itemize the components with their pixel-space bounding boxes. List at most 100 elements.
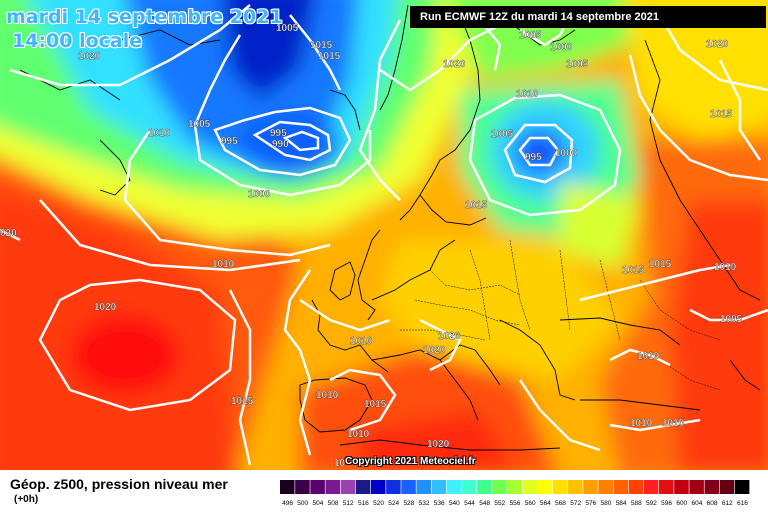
isobar-label: 1015 bbox=[318, 51, 341, 62]
color-scale-bar: 496 500 504 508 512 516 520 524 528 532 536 540 544 5… bbox=[280, 480, 750, 507]
color-scale-swatch bbox=[401, 480, 416, 494]
color-scale-label: 616 bbox=[737, 500, 748, 507]
isobar-label: 1005 bbox=[491, 129, 514, 140]
isobar-label: 1015 bbox=[710, 109, 733, 120]
color-scale-label: 540 bbox=[449, 500, 460, 507]
isobar-labels: 1005 1015 1015 1020 1005 1000 1020 1005 … bbox=[0, 23, 743, 469]
geopotential-field bbox=[0, 0, 768, 470]
color-scale-label: 508 bbox=[328, 500, 339, 507]
color-scale-swatch bbox=[295, 480, 310, 494]
isobar-label: 1010 bbox=[350, 336, 373, 347]
geopotential-map: 1005 1015 1015 1020 1005 1000 1020 1005 … bbox=[0, 0, 768, 470]
isobar-label: 1015 bbox=[649, 259, 672, 270]
color-scale-label: 516 bbox=[358, 500, 369, 507]
color-scale-swatch bbox=[522, 480, 538, 494]
isobar-label: 1015 bbox=[310, 40, 333, 51]
color-scale-label: 608 bbox=[707, 500, 718, 507]
color-scale-swatch bbox=[507, 480, 522, 494]
isobar-label: 1010 bbox=[637, 351, 660, 362]
isobar-label: 1010 bbox=[212, 259, 235, 270]
isobar-label: 1020 bbox=[427, 439, 450, 450]
isobar-label: 1010 bbox=[662, 418, 685, 429]
copyright-text: Copyright 2021 Meteociel.fr bbox=[345, 456, 476, 467]
color-scale-label: 552 bbox=[494, 500, 505, 507]
color-scale-swatch bbox=[325, 480, 341, 494]
color-scale-label: 592 bbox=[646, 500, 657, 507]
color-scale-label: 496 bbox=[282, 500, 293, 507]
isobar-label: 990 bbox=[272, 139, 289, 150]
isobar-label: 1020 bbox=[706, 39, 729, 50]
color-scale-label: 596 bbox=[661, 500, 672, 507]
color-scale-swatch bbox=[659, 480, 674, 494]
isobar-label: 995 bbox=[221, 136, 238, 147]
color-scale-swatch bbox=[280, 480, 295, 494]
forecast-time: 14:00 locale bbox=[12, 30, 143, 52]
color-scale-swatch bbox=[719, 480, 735, 494]
color-scale-swatch bbox=[477, 480, 492, 494]
isobar-label: 1015 bbox=[364, 399, 387, 410]
isobar-label: 1005 bbox=[566, 59, 589, 70]
color-scale-swatch bbox=[704, 480, 720, 494]
color-scale-swatch bbox=[537, 480, 553, 494]
legend-subtitle: (+0h) bbox=[14, 494, 39, 505]
isobar-label: 1010 bbox=[630, 418, 653, 429]
isobar-label: 1000 bbox=[555, 148, 578, 159]
isobar-label: 1005 bbox=[188, 119, 211, 130]
isobar-label: 1015 bbox=[465, 200, 488, 211]
color-scale-label: 512 bbox=[343, 500, 354, 507]
color-scale-label: 572 bbox=[570, 500, 581, 507]
color-scale-swatch bbox=[628, 480, 644, 494]
isobar-label: 1000 bbox=[248, 189, 271, 200]
color-scale-swatch bbox=[613, 480, 629, 494]
color-scale-label: 604 bbox=[692, 500, 703, 507]
isobar-label: 1005 bbox=[720, 314, 743, 325]
isobar-label: 1010 bbox=[516, 89, 539, 100]
color-scale-label: 504 bbox=[312, 500, 323, 507]
color-scale-label: 576 bbox=[585, 500, 596, 507]
color-scale-label: 568 bbox=[555, 500, 566, 507]
isobar-label: 995 bbox=[525, 152, 542, 163]
color-scale-label: 524 bbox=[388, 500, 399, 507]
forecast-date: mardi 14 septembre 2021 bbox=[6, 6, 283, 28]
color-scale-swatch bbox=[386, 480, 401, 494]
isobar-label: 1010 bbox=[316, 390, 339, 401]
legend-title: Géop. z500, pression niveau mer bbox=[10, 476, 228, 492]
isobar-label: 020 bbox=[0, 228, 17, 239]
color-scale-label: 600 bbox=[676, 500, 687, 507]
color-scale-label: 528 bbox=[403, 500, 414, 507]
color-scale-label: 612 bbox=[722, 500, 733, 507]
isobar-label: 1020 bbox=[94, 302, 117, 313]
color-scale-swatch bbox=[355, 480, 371, 494]
color-scale-swatch bbox=[446, 480, 462, 494]
isobar-label: 1020 bbox=[443, 59, 466, 70]
color-scale-swatch bbox=[340, 480, 356, 494]
color-scale-swatch bbox=[583, 480, 598, 494]
color-scale-swatch bbox=[431, 480, 447, 494]
color-scale-label: 564 bbox=[540, 500, 551, 507]
color-scale-swatch bbox=[310, 480, 325, 494]
color-scale-label: 548 bbox=[479, 500, 490, 507]
isobar-label: 1020 bbox=[438, 331, 461, 342]
color-scale-label: 500 bbox=[297, 500, 308, 507]
color-scale-label: 588 bbox=[631, 500, 642, 507]
color-scale-label: 584 bbox=[616, 500, 627, 507]
color-scale-label: 536 bbox=[434, 500, 445, 507]
color-scale-swatch bbox=[461, 480, 477, 494]
isobar-label: 1020 bbox=[423, 345, 446, 356]
color-scale-label: 556 bbox=[510, 500, 521, 507]
isobar-label: 1005 bbox=[519, 30, 542, 41]
color-scale-label: 520 bbox=[373, 500, 384, 507]
isobar-label: 1010 bbox=[714, 262, 737, 273]
color-scale-label: 544 bbox=[464, 500, 475, 507]
isobar-label: 1020 bbox=[78, 51, 101, 62]
color-scale-swatch bbox=[643, 480, 659, 494]
color-scale-label: 560 bbox=[525, 500, 536, 507]
color-scale-label: 580 bbox=[601, 500, 612, 507]
isobar-label: 1000 bbox=[550, 42, 573, 53]
color-scale-swatch bbox=[689, 480, 704, 494]
color-scale-swatch bbox=[492, 480, 507, 494]
isobar-label: 1010 bbox=[148, 128, 171, 139]
isobar-label: 995 bbox=[270, 128, 287, 139]
color-scale-swatch bbox=[370, 480, 386, 494]
